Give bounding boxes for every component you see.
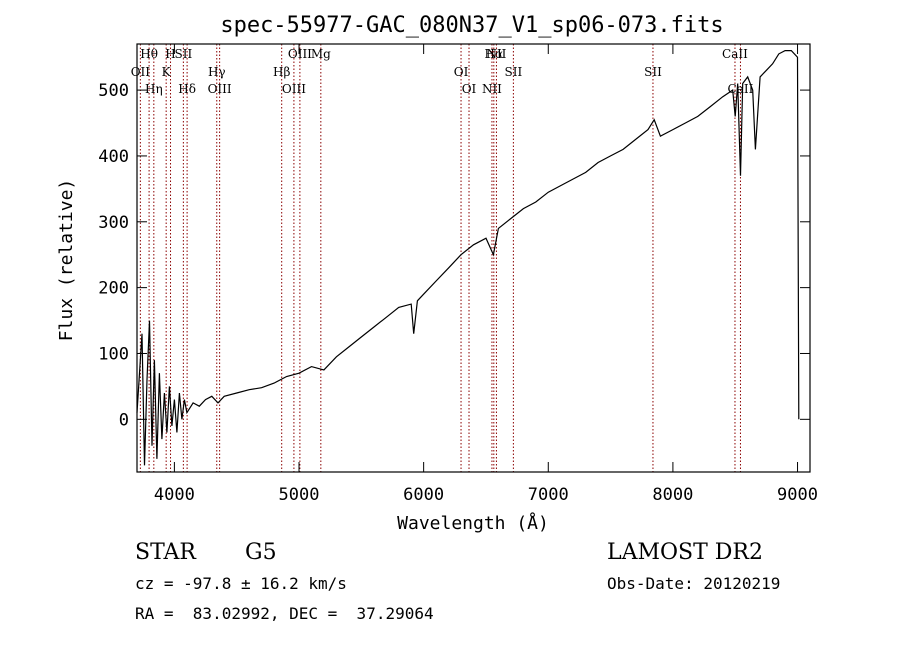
spectral-line-label: Hγ <box>208 65 226 79</box>
observation-date: Obs-Date: 20120219 <box>607 574 781 593</box>
spectral-line-label: NII <box>486 47 506 61</box>
spectral-line-label: OIII <box>282 82 306 96</box>
x-axis-label: Wavelength (Å) <box>397 512 549 534</box>
coordinates-readout: RA = 83.02992, DEC = 37.29064 <box>135 604 434 623</box>
y-tick-label: 400 <box>98 147 129 167</box>
y-tick-label: 300 <box>98 213 129 233</box>
spectral-line-label: K <box>162 65 172 79</box>
plot-frame <box>136 43 811 473</box>
x-tick-label: 7000 <box>528 485 569 505</box>
spectral-line-label: OIII <box>208 82 232 96</box>
spectral-line-label: NII <box>482 82 502 96</box>
spectral-line-label: CaII <box>728 82 754 96</box>
spectral-line-label: Hβ <box>273 65 290 79</box>
spectral-line-label: SII <box>175 47 193 61</box>
spectral-line-label: Hη <box>145 82 163 96</box>
spectral-line-label: Hδ <box>178 82 196 96</box>
x-tick-label: 6000 <box>403 485 444 505</box>
survey-name: LAMOST DR2 <box>607 540 763 565</box>
spectral-line-label: OII <box>131 65 151 79</box>
x-axis: 4000 5000 6000 7000 8000 9000 <box>154 44 818 505</box>
chart-title: spec-55977-GAC_080N37_V1_sp06-073.fits <box>220 13 723 38</box>
y-tick-label: 500 <box>98 81 129 101</box>
spectral-line-label: SII <box>505 65 523 79</box>
spectral-line-label: SII <box>644 65 662 79</box>
x-tick-label: 5000 <box>279 485 320 505</box>
spectrum-line <box>136 50 800 466</box>
object-subclass: G5 <box>245 540 277 565</box>
y-axis: 0 100 200 300 400 500 <box>98 81 810 430</box>
x-tick-label: 4000 <box>154 485 195 505</box>
spectral-line-label: OI <box>454 65 469 79</box>
y-tick-label: 100 <box>98 344 129 364</box>
spectral-line-label: Hα <box>485 47 504 61</box>
y-axis-label: Flux (relative) <box>56 179 77 342</box>
y-tick-label: 0 <box>119 410 129 430</box>
spectral-line-label: Hθ <box>140 47 158 61</box>
spectral-line-label: OI <box>462 82 477 96</box>
object-class: STAR <box>135 540 196 565</box>
spectral-line-label: CaII <box>722 47 748 61</box>
spectral-line-label: Mg <box>311 47 331 61</box>
spectral-line-label: OIII <box>288 47 312 61</box>
y-tick-label: 200 <box>98 279 129 299</box>
spectral-line-label: H <box>165 47 175 61</box>
x-tick-label: 8000 <box>652 485 693 505</box>
spectral-lines-layer: HθOIIHηHKHδSIIHγOIIIOIIIHβOIIIMgOIOIHαSI… <box>131 44 754 472</box>
x-tick-label: 9000 <box>777 485 818 505</box>
redshift-readout: cz = -97.8 ± 16.2 km/s <box>135 574 347 593</box>
